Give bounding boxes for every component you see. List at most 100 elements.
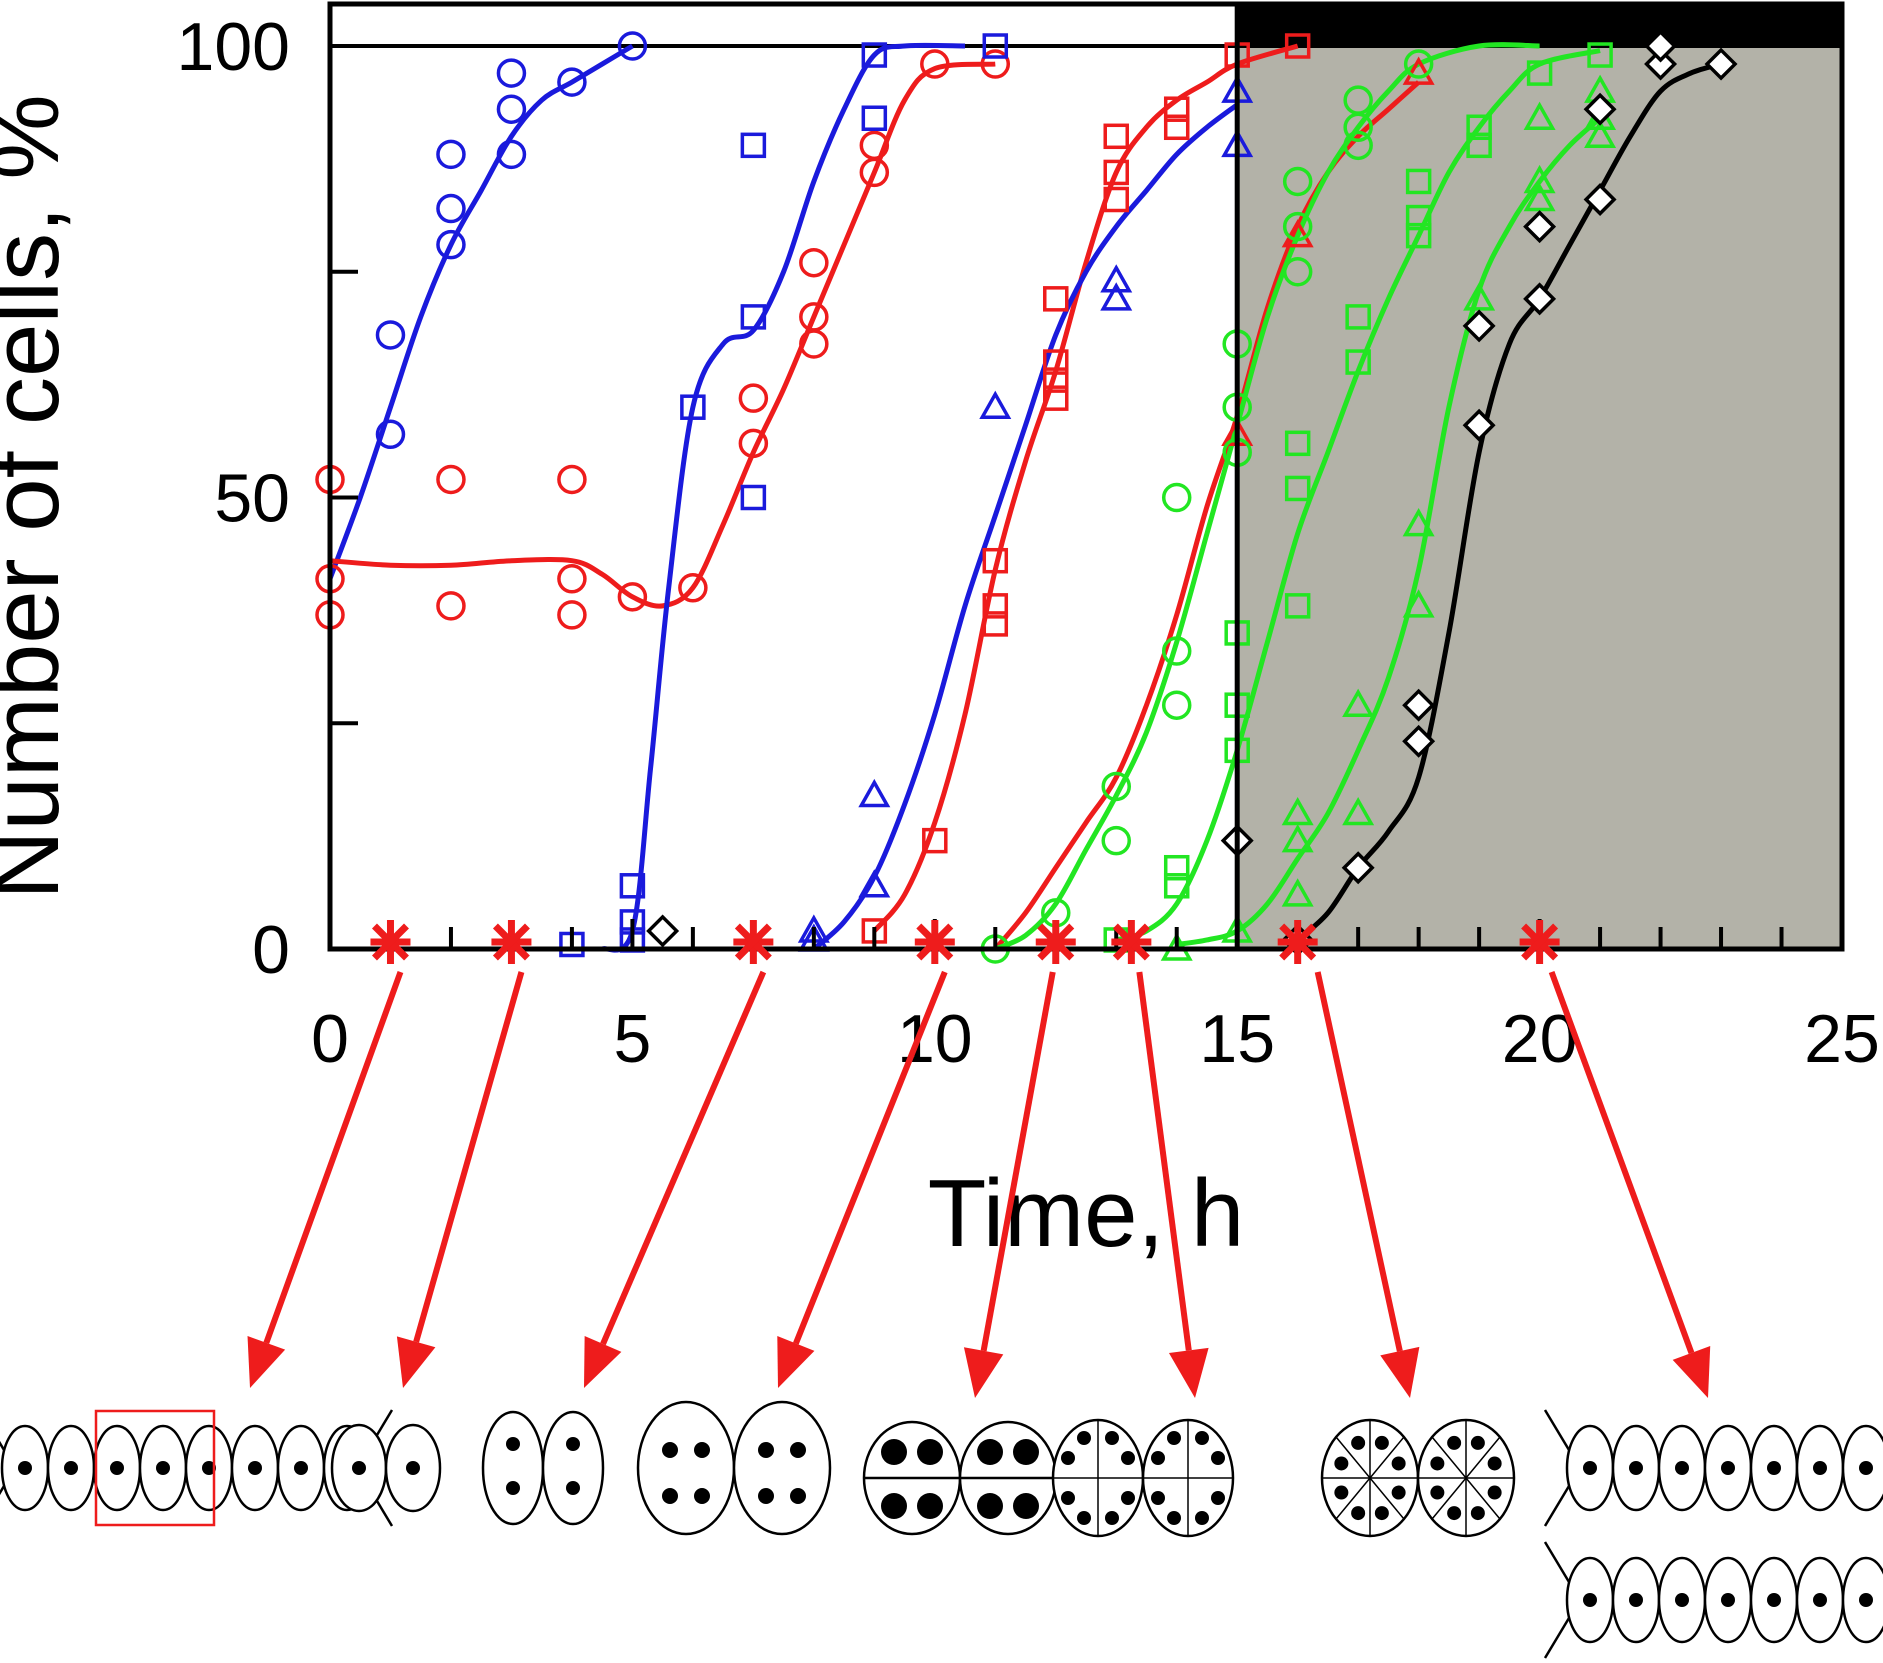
point-green-circle-6-15: [1343, 85, 1373, 115]
point-blue-circle-0-8: [557, 67, 587, 97]
point-red-circle-1-18: [980, 49, 1011, 79]
point-red-circle-1-13: [799, 302, 829, 332]
y-tick-labels: 0 50 100: [177, 9, 290, 988]
point-red-square-3-1: [922, 827, 948, 854]
point-black-diamond-9-5: [1402, 688, 1436, 722]
point-red-circle-1-8: [617, 582, 648, 612]
point-blue-square-2-4: [680, 394, 706, 420]
point-blue-square-2-8: [861, 105, 888, 131]
point-red-circle-1-3: [436, 464, 466, 495]
point-blue-circle-0-5: [496, 139, 527, 170]
fitted-curves: [327, 42, 1722, 953]
point-red-circle-1-6: [557, 564, 587, 594]
stage-diagram-two-daughter-chains: [1543, 1409, 1883, 1659]
point-black-diamond-9-3: [1341, 851, 1375, 885]
point-blue-circle-0-4: [436, 139, 466, 170]
curve-blue-circle-0: [327, 43, 634, 580]
point-blue-circle-0-0: [375, 419, 406, 450]
point-red-circle-1-11: [738, 383, 769, 413]
point-blue-triangle-4-6: [1100, 264, 1133, 293]
y-tick-label-100: 100: [177, 9, 290, 85]
point-green-circle-6-13: [1343, 130, 1373, 161]
point-black-diamond-9-14: [1704, 47, 1738, 81]
point-black-diamond-9-10: [1583, 183, 1617, 216]
point-black-diamond-9-0: [646, 914, 680, 948]
point-blue-square-2-7: [740, 132, 767, 159]
point-blue-square-2-6: [740, 484, 767, 511]
point-black-diamond-9-4: [1402, 724, 1436, 758]
x-tick-label-5: 5: [613, 1001, 651, 1077]
y-tick-label-50: 50: [214, 461, 290, 537]
point-green-square-7-9: [1345, 349, 1371, 375]
point-red-square-3-7: [1043, 349, 1069, 375]
point-red-square-3-12: [1163, 114, 1190, 141]
point-red-square-3-9: [1103, 186, 1129, 213]
point-green-square-7-6: [1284, 593, 1311, 619]
stage-arrows: [247, 970, 1711, 1398]
data-points: [315, 29, 1738, 964]
stage-arrow-5: [1136, 971, 1209, 1398]
point-black-diamond-9-13: [1644, 29, 1678, 63]
point-red-circle-1-5: [557, 464, 587, 495]
point-blue-square-2-3: [619, 873, 646, 899]
point-red-square-3-3: [982, 593, 1009, 619]
curve-red-square-3: [872, 43, 1299, 933]
point-green-square-7-11: [1405, 222, 1432, 249]
point-green-circle-6-11: [1282, 211, 1313, 242]
point-green-square-7-17: [1587, 42, 1613, 68]
point-green-square-7-12: [1405, 204, 1432, 231]
point-green-square-7-1: [1163, 873, 1190, 899]
point-red-circle-1-9: [678, 573, 708, 603]
stage-diagram-pair-cells-16-nuclei: [1320, 1418, 1516, 1538]
point-green-triangle-8-8: [1402, 508, 1435, 537]
point-green-circle-6-3: [1101, 771, 1131, 802]
stage-marker-7: [1519, 920, 1560, 964]
point-red-square-3-4: [982, 547, 1009, 574]
point-black-diamond-9-7: [1462, 309, 1496, 343]
point-blue-square-2-5: [740, 304, 767, 330]
point-black-diamond-9-11: [1583, 92, 1617, 126]
curve-green-triangle-8: [1176, 116, 1602, 947]
curve-green-square-7: [1115, 48, 1601, 943]
point-green-triangle-8-10: [1523, 182, 1556, 212]
point-red-circle-1-16: [859, 130, 890, 161]
stage-marker-0: [370, 920, 411, 964]
point-green-circle-6-2: [1101, 825, 1131, 856]
point-red-square-3-11: [1103, 123, 1129, 150]
point-green-triangle-8-11: [1523, 164, 1556, 194]
point-green-triangle-8-9: [1463, 282, 1496, 311]
point-blue-triangle-4-4: [979, 390, 1012, 419]
x-tick-label-15: 15: [1199, 1001, 1275, 1077]
stage-marker-6: [1277, 920, 1318, 964]
point-green-triangle-8-12: [1523, 101, 1556, 130]
y-axis-title: Number of cells, %: [0, 94, 79, 900]
stage-arrow-1: [396, 971, 525, 1388]
point-red-square-3-5: [1043, 385, 1069, 411]
stage-arrow-0: [247, 970, 404, 1388]
stage-marker-3: [914, 920, 955, 964]
point-blue-circle-0-7: [496, 58, 527, 88]
point-blue-square-2-10: [982, 33, 1009, 59]
stage-markers: [370, 920, 1560, 964]
point-red-circle-1-4: [436, 591, 466, 621]
curve-red-circle-1: [329, 61, 996, 609]
curve-blue-square-2: [600, 42, 966, 953]
stage-arrow-6: [1314, 971, 1420, 1398]
point-green-square-7-10: [1345, 304, 1371, 330]
point-green-triangle-8-5: [1342, 796, 1375, 826]
point-red-square-3-6: [1043, 367, 1069, 393]
plot-frame: [327, 1, 1845, 952]
cell-stage-diagrams: [0, 1400, 1883, 1659]
point-green-square-7-15: [1466, 114, 1492, 141]
point-blue-square-2-9: [861, 42, 888, 68]
point-red-square-3-2: [982, 611, 1009, 637]
point-blue-triangle-4-3: [858, 778, 891, 808]
point-red-triangle-5-1: [1281, 219, 1314, 248]
point-green-square-7-16: [1526, 60, 1553, 86]
point-green-triangle-8-7: [1402, 589, 1435, 618]
stage-diagram-pair-cells-4-nuclei: [636, 1400, 832, 1536]
point-green-square-7-7: [1284, 475, 1311, 502]
stage-diagram-pair-cells-4-nuclei-one-division: [862, 1420, 1058, 1536]
curve-black-diamond-9: [1296, 61, 1722, 942]
